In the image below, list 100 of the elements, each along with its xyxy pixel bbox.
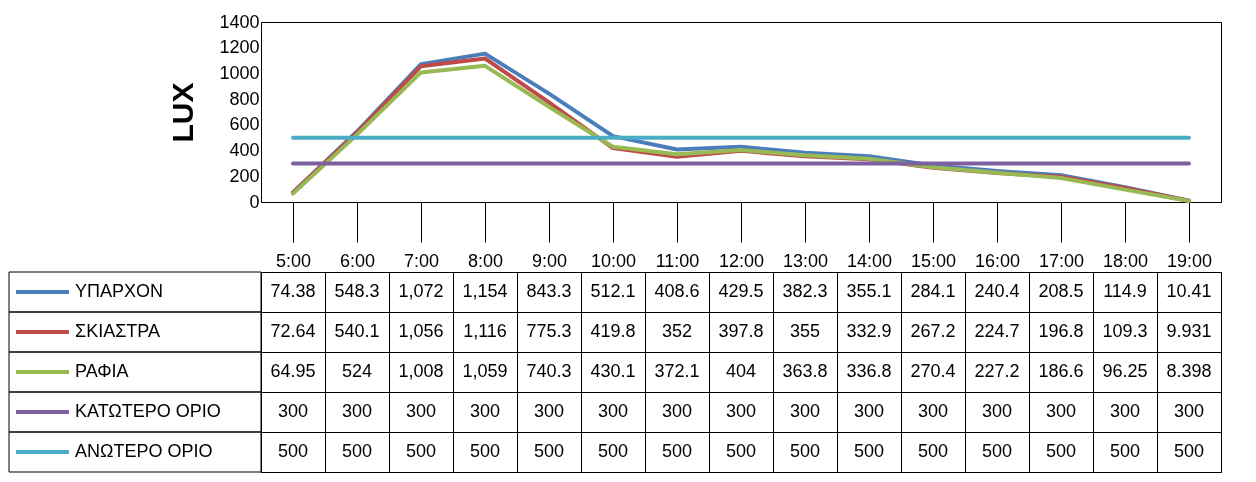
data-label: 336.8 [846, 361, 892, 381]
data-label: 284.1 [910, 281, 956, 301]
data-label: 372.1 [654, 361, 700, 381]
data-label: 1,072 [398, 281, 444, 301]
data-label: 300 [853, 401, 885, 421]
legend-label: ΥΠΑΡΧΟΝ [75, 281, 164, 301]
data-label: 512.1 [590, 281, 636, 301]
data-label: 300 [405, 401, 437, 421]
data-label: 355.1 [846, 281, 892, 301]
data-label: 500 [533, 441, 565, 461]
data-label: 1,154 [462, 281, 508, 301]
data-label: 500 [789, 441, 821, 461]
data-label: 500 [597, 441, 629, 461]
data-label: 74.38 [270, 281, 316, 301]
x-tick-label: 5:00 [275, 250, 312, 271]
data-label: 300 [917, 401, 949, 421]
data-label: 300 [725, 401, 757, 421]
data-label: 775.3 [526, 321, 572, 341]
data-label: 419.8 [590, 321, 636, 341]
data-label: 227.2 [974, 361, 1020, 381]
x-tick-label: 18:00 [1102, 250, 1149, 271]
y-tick-label: 0 [249, 191, 260, 212]
data-label: 300 [981, 401, 1013, 421]
data-label: 270.4 [910, 361, 956, 381]
data-label: 300 [1173, 401, 1205, 421]
y-tick-label: 200 [229, 165, 260, 186]
y-tick-label: 800 [229, 88, 260, 109]
x-tick-label: 14:00 [846, 250, 893, 271]
legend-label: ΣΚΙΑΣΤΡΑ [75, 321, 160, 341]
data-label: 382.3 [782, 281, 828, 301]
data-label: 500 [661, 441, 693, 461]
data-label: 10.41 [1166, 281, 1212, 301]
y-tick-label: 1400 [219, 11, 260, 32]
data-label: 500 [277, 441, 309, 461]
legend-label: ΚΑΤΩΤΕΡΟ ΟΡΙΟ [75, 401, 221, 421]
data-label: 548.3 [334, 281, 380, 301]
data-label: 196.8 [1038, 321, 1084, 341]
data-label: 109.3 [1102, 321, 1148, 341]
data-label: 355 [789, 321, 821, 341]
data-label: 500 [917, 441, 949, 461]
y-tick-label: 1000 [219, 62, 260, 83]
data-label: 240.4 [974, 281, 1020, 301]
data-label: 300 [1109, 401, 1141, 421]
data-label: 300 [469, 401, 501, 421]
data-label: 540.1 [334, 321, 380, 341]
data-label: 114.9 [1103, 281, 1147, 301]
data-label: 208.5 [1038, 281, 1084, 301]
legend-label: ΡΑΦΙΑ [75, 361, 129, 381]
data-label: 332.9 [846, 321, 892, 341]
data-label: 300 [341, 401, 373, 421]
data-label: 429.5 [718, 281, 764, 301]
data-label: 500 [981, 441, 1013, 461]
x-tick-label: 9:00 [531, 250, 568, 271]
data-label: 300 [1045, 401, 1077, 421]
data-label: 300 [597, 401, 629, 421]
data-label: 1,056 [398, 321, 444, 341]
data-label: 300 [789, 401, 821, 421]
data-label: 500 [341, 441, 373, 461]
data-label: 430.1 [590, 361, 636, 381]
data-label: 500 [1045, 441, 1077, 461]
data-label: 500 [469, 441, 501, 461]
y-axis-title: LUX [166, 82, 200, 143]
data-label: 96.25 [1102, 361, 1148, 381]
data-label: 363.8 [782, 361, 828, 381]
data-label: 352 [661, 321, 693, 341]
data-label: 408.6 [654, 281, 700, 301]
x-tick-label: 16:00 [974, 250, 1021, 271]
data-label: 267.2 [910, 321, 956, 341]
data-label: 1,059 [462, 361, 508, 381]
data-label: 500 [725, 441, 757, 461]
data-label: 740.3 [526, 361, 572, 381]
data-label: 397.8 [718, 321, 764, 341]
data-label: 500 [853, 441, 885, 461]
x-tick-label: 19:00 [1166, 250, 1213, 271]
data-label: 1,008 [398, 361, 444, 381]
x-tick-label: 7:00 [403, 250, 440, 271]
data-label: 64.95 [270, 361, 316, 381]
data-label: 186.6 [1038, 361, 1084, 381]
y-tick-label: 600 [229, 114, 260, 135]
data-label: 72.64 [270, 321, 316, 341]
data-label: 404 [725, 361, 757, 381]
x-tick-label: 17:00 [1038, 250, 1085, 271]
data-label: 9.931 [1166, 321, 1212, 341]
data-label: 1,116 [463, 321, 507, 341]
y-tick-label: 1200 [219, 37, 260, 58]
data-label: 300 [661, 401, 693, 421]
data-label: 500 [1109, 441, 1141, 461]
x-tick-label: 13:00 [782, 250, 829, 271]
data-label: 500 [1173, 441, 1205, 461]
legend-label: ΑΝΩΤΕΡΟ ΟΡΙΟ [75, 441, 213, 461]
x-tick-label: 10:00 [590, 250, 637, 271]
x-tick-label: 15:00 [910, 250, 957, 271]
data-label: 524 [341, 361, 373, 381]
y-tick-label: 400 [229, 140, 260, 161]
x-tick-label: 12:00 [718, 250, 765, 271]
data-label: 224.7 [974, 321, 1020, 341]
data-label: 500 [405, 441, 437, 461]
data-label: 8.398 [1166, 361, 1212, 381]
data-label: 843.3 [526, 281, 572, 301]
data-label: 300 [277, 401, 309, 421]
